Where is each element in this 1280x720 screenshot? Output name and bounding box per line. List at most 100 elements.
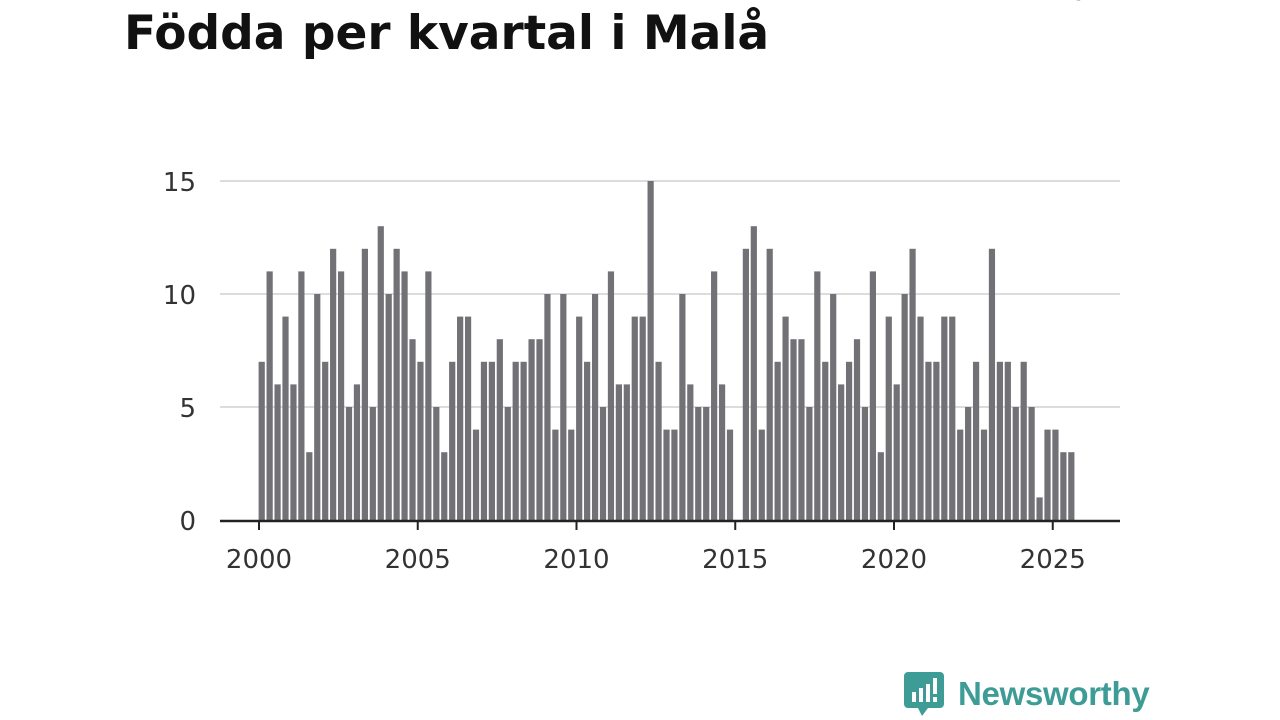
bar — [798, 339, 805, 520]
bar — [647, 181, 654, 520]
bar — [790, 339, 797, 520]
y-tick-label: 5 — [179, 394, 196, 424]
x-tick-label: 2015 — [702, 545, 768, 575]
bar — [322, 361, 329, 520]
bar — [1060, 452, 1067, 520]
bar — [298, 271, 305, 520]
bar — [877, 452, 884, 520]
bar — [893, 384, 900, 520]
bar — [457, 316, 464, 520]
x-tick-label: 2005 — [385, 545, 451, 575]
bar — [822, 361, 829, 520]
bar — [512, 361, 519, 520]
x-tick-label: 2020 — [861, 545, 927, 575]
bar — [568, 429, 575, 520]
bar — [369, 407, 376, 520]
bar — [679, 294, 686, 520]
bar — [806, 407, 813, 520]
bar — [996, 361, 1003, 520]
bar — [941, 316, 948, 520]
bar — [742, 248, 749, 521]
bar — [615, 384, 622, 520]
bar — [528, 339, 535, 520]
bar — [409, 339, 416, 520]
bar — [861, 407, 869, 520]
bar — [607, 271, 615, 520]
bar — [917, 316, 924, 520]
bar — [337, 271, 345, 520]
bar — [353, 384, 361, 520]
bar — [623, 384, 630, 520]
bar — [671, 429, 678, 520]
bars — [258, 181, 1075, 521]
bar — [1044, 429, 1051, 520]
bar — [758, 429, 765, 520]
bar — [599, 407, 607, 520]
bar — [925, 361, 932, 520]
x-axis: 2000 2005 2010 2015 2020 2025 — [220, 519, 1120, 575]
brand-name: Newsworthy — [958, 675, 1150, 712]
bar — [750, 226, 757, 520]
bar — [393, 248, 400, 521]
bar — [1004, 361, 1011, 520]
bar — [472, 429, 480, 520]
bar — [695, 407, 702, 520]
bar — [314, 294, 321, 520]
gridlines — [220, 180, 1120, 408]
bar — [266, 271, 273, 520]
bar — [1028, 407, 1035, 520]
bar — [703, 407, 710, 520]
bar — [1012, 407, 1019, 520]
bar — [909, 248, 916, 521]
y-tick-label: 10 — [163, 281, 196, 311]
y-axis-ticks: 0 5 10 15 — [163, 168, 196, 537]
bar — [544, 294, 551, 520]
bar — [290, 384, 297, 520]
x-tick-label: 2000 — [226, 545, 292, 575]
bar-chart: 0 5 10 15 2000 2005 2010 2015 2020 2025 3 — [163, 0, 1120, 575]
bar — [584, 361, 591, 520]
bar — [1020, 361, 1027, 520]
bar — [282, 316, 289, 520]
bar — [655, 361, 662, 520]
bar — [838, 384, 845, 520]
chart-title: Födda per kvartal i Malå — [124, 6, 770, 61]
bar — [980, 429, 988, 520]
bar — [520, 361, 527, 520]
bar — [560, 294, 567, 520]
bar — [718, 384, 726, 520]
bar — [441, 452, 448, 520]
bar — [401, 271, 408, 520]
data-labels: 3 — [1072, 0, 1087, 6]
bar — [274, 384, 281, 520]
bar — [853, 339, 861, 520]
bar — [591, 294, 599, 520]
bar — [766, 248, 773, 521]
bar — [1068, 452, 1075, 520]
bar — [830, 294, 837, 520]
bar — [631, 316, 638, 520]
bar — [663, 429, 670, 520]
bar — [687, 384, 694, 520]
bar — [774, 361, 781, 520]
bar — [901, 294, 908, 520]
x-tick-label: 2010 — [543, 545, 609, 575]
bar — [306, 452, 313, 520]
brand-logo: Newsworthy — [902, 670, 1150, 718]
bar — [433, 407, 440, 520]
bar — [869, 271, 876, 520]
x-tick-label: 2025 — [1020, 545, 1086, 575]
highlight-value-label: 3 — [1072, 0, 1087, 6]
bar — [639, 316, 646, 520]
bar — [933, 361, 940, 520]
bar — [480, 361, 488, 520]
bar — [814, 271, 821, 520]
bar — [1052, 429, 1059, 520]
bar — [488, 361, 495, 520]
bar — [425, 271, 432, 520]
bar — [965, 407, 972, 520]
bar — [552, 429, 559, 520]
bar — [361, 248, 368, 521]
bar — [885, 316, 892, 520]
bar — [536, 339, 543, 520]
